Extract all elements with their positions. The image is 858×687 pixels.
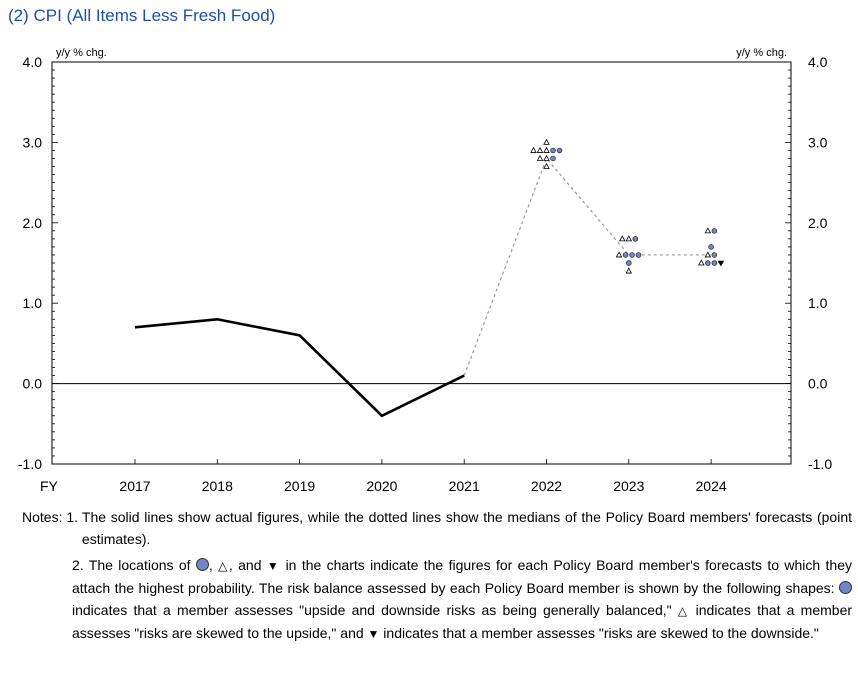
triangle-up-icon: △ <box>218 559 229 573</box>
y-tick-label-right: 2.0 <box>808 215 828 231</box>
forecast-circle-marker <box>550 147 556 154</box>
note-1-text: The solid lines show actual figures, whi… <box>81 509 852 547</box>
y-tick-label-right: 3.0 <box>808 134 828 150</box>
note-2-part-f: indicates that a member assesses "risks … <box>72 602 853 641</box>
x-tick-label: 2024 <box>696 478 727 494</box>
forecast-triangle-up-marker <box>536 154 544 161</box>
y-unit-label-left: y/y % chg. <box>56 47 107 59</box>
x-tick-label: 2020 <box>366 478 397 494</box>
note-2-part-a: 2. The locations of <box>72 557 196 573</box>
forecast-triangle-down-marker <box>717 260 725 267</box>
note-2-part-c: , and <box>228 557 267 573</box>
cpi-chart: 4.0 4.0 3.0 3.0 2.0 2.0 1.0 1.0 0.0 0.0 -1.0 -1.0 y/… <box>18 47 832 494</box>
notes-section: Notes: 1. The solid lines show actual fi… <box>22 506 852 645</box>
plot-frame <box>51 61 792 465</box>
note-2: 2. The locations of , △, and ▼ in the ch… <box>22 554 852 645</box>
forecast-triangle-up-marker <box>698 259 705 266</box>
triangle-down-icon: ▼ <box>266 559 281 573</box>
note-1-lead: Notes: 1. <box>22 509 82 525</box>
actual-series-line <box>134 317 465 418</box>
x-tick-label: 2018 <box>202 478 233 494</box>
forecast-circle-marker <box>632 236 639 242</box>
forecast-triangle-up-marker <box>619 235 626 242</box>
y-unit-label-right: y/y % chg. <box>736 47 787 59</box>
chart-title: (2) CPI (All Items Less Fresh Food) <box>8 6 276 25</box>
y-tick-label-left: 1.0 <box>23 295 43 311</box>
y-tick-label-left: -1.0 <box>18 456 42 472</box>
y-tick-label-right: 1.0 <box>808 295 828 311</box>
forecast-circle-marker <box>708 244 714 250</box>
x-axis-label: FY <box>40 478 59 494</box>
x-tick-label: 2023 <box>613 478 644 494</box>
forecast-triangle-up-marker <box>625 235 633 242</box>
forecast-circle-marker <box>705 260 711 266</box>
note-2-part-d: in the charts indicate the figures for e… <box>72 557 852 596</box>
note-1: Notes: 1. The solid lines show actual fi… <box>22 506 852 550</box>
forecast-circle-marker <box>711 260 718 266</box>
circle-marker-icon <box>839 581 852 594</box>
forecast-circle-marker <box>626 260 632 266</box>
y-tick-label-left: 2.0 <box>23 215 43 231</box>
forecast-triangle-up-marker <box>625 267 633 274</box>
median-series-line <box>463 157 712 376</box>
triangle-up-icon: △ <box>677 604 690 618</box>
forecast-triangle-up-marker <box>704 251 712 258</box>
forecast-circle-marker <box>556 147 563 154</box>
forecast-circle-marker <box>711 228 718 234</box>
y-tick-label-left: 4.0 <box>23 54 43 70</box>
y-tick-label-right: 4.0 <box>808 54 828 70</box>
forecast-circle-marker <box>550 155 556 162</box>
forecast-triangle-up-marker <box>543 138 550 145</box>
forecast-triangle-up-marker <box>704 227 712 234</box>
note-2-part-e: indicates that a member assesses "upside… <box>72 602 678 618</box>
x-tick-label: 2022 <box>531 478 562 494</box>
x-tick-label: 2021 <box>449 478 480 494</box>
forecast-circle-marker <box>622 252 629 258</box>
forecast-circle-marker <box>711 252 718 258</box>
circle-marker-icon <box>195 558 209 571</box>
note-2-part-b: , <box>208 557 219 573</box>
forecast-circle-marker <box>635 252 642 258</box>
forecast-triangle-up-marker <box>536 146 544 153</box>
x-tick-label: 2019 <box>284 478 315 494</box>
y-tick-label-left: 0.0 <box>23 376 43 392</box>
y-tick-label-right: 0.0 <box>808 376 828 392</box>
forecast-triangle-up-marker <box>615 251 623 258</box>
y-tick-label-right: -1.0 <box>808 456 832 472</box>
note-2-part-g: indicates that a member assesses "risks … <box>379 625 819 641</box>
x-tick-label: 2017 <box>119 478 150 494</box>
forecast-triangle-up-marker <box>543 154 550 161</box>
y-tick-label-left: 3.0 <box>23 134 43 150</box>
forecast-triangle-up-marker <box>543 162 550 169</box>
forecast-triangle-up-marker <box>543 146 550 153</box>
triangle-down-icon: ▼ <box>367 627 380 641</box>
forecast-circle-marker <box>629 252 635 258</box>
forecast-triangle-up-marker <box>530 146 537 153</box>
